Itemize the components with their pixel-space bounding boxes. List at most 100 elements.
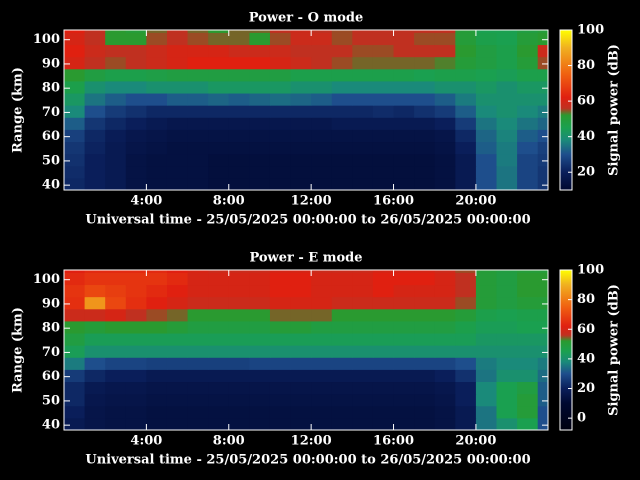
heatmap-cell: [187, 129, 209, 143]
heatmap-cell: [166, 284, 189, 298]
heatmap-cell: [537, 44, 548, 58]
heatmap-cell: [84, 320, 106, 334]
heatmap-cell: [64, 270, 86, 273]
heatmap-cell: [228, 405, 250, 419]
heatmap-cell: [146, 177, 168, 190]
heatmap-cell: [290, 165, 312, 179]
heatmap-cell: [372, 270, 395, 273]
heatmap-cell: [434, 308, 456, 322]
heatmap-cell: [475, 345, 498, 358]
heatmap-cell: [352, 141, 374, 155]
heatmap-cell: [208, 141, 230, 155]
heatmap-cell: [187, 177, 209, 190]
heatmap-cell: [537, 333, 548, 346]
heatmap-cell: [311, 93, 333, 106]
heatmap-cell: [475, 357, 498, 370]
heatmap-cell: [84, 270, 106, 273]
heatmap-cell: [105, 308, 127, 322]
heatmap-cell: [352, 32, 374, 46]
heatmap-cell: [105, 333, 127, 346]
heatmap-cell: [105, 405, 127, 419]
heatmap-cell: [269, 32, 292, 46]
heatmap-cell: [105, 320, 127, 334]
heatmap-cell: [372, 417, 395, 430]
heatmap-cell: [290, 272, 312, 286]
heatmap-cell: [269, 30, 292, 33]
heatmap-cell: [208, 93, 230, 106]
heatmap-cell: [249, 272, 271, 286]
heatmap-cell: [393, 165, 415, 179]
heatmap-cell: [84, 165, 106, 179]
heatmap-cell: [84, 381, 106, 395]
heatmap-cell: [311, 30, 333, 33]
colorbar-tick-label: 80: [577, 292, 595, 307]
heatmap-cell: [105, 44, 127, 58]
heatmap-cell: [537, 284, 548, 298]
heatmap-cell: [517, 68, 539, 82]
heatmap-cell: [352, 381, 374, 395]
heatmap-cell: [146, 165, 168, 179]
heatmap-cell: [517, 93, 539, 106]
heatmap-cell: [414, 80, 436, 94]
heatmap-cell: [290, 129, 312, 143]
heatmap-cell: [352, 417, 374, 430]
heatmap-cell: [352, 93, 374, 106]
heatmap-cell: [455, 68, 477, 82]
heatmap-cell: [496, 165, 518, 179]
heatmap-cell: [84, 32, 106, 46]
heatmap-cell: [84, 68, 106, 82]
heatmap-cell: [166, 30, 189, 33]
heatmap-cell: [228, 165, 250, 179]
heatmap-cell: [455, 129, 477, 143]
heatmap-cell: [249, 381, 271, 395]
heatmap-cell: [393, 320, 415, 334]
colorbar-tick-label: 40: [577, 129, 595, 144]
heatmap-cell: [455, 141, 477, 155]
heatmap-cell: [434, 270, 456, 273]
heatmap-cell: [331, 308, 353, 322]
heatmap-cell: [146, 405, 168, 419]
heatmap-cell: [475, 32, 498, 46]
heatmap-cell: [187, 284, 209, 298]
heatmap-cell: [414, 177, 436, 190]
heatmap-cell: [208, 417, 230, 430]
heatmap-cell: [414, 153, 436, 167]
heatmap-cell: [414, 68, 436, 82]
heatmap-cell: [125, 32, 147, 46]
heatmap-cell: [249, 153, 271, 167]
heatmap-cell: [166, 105, 189, 118]
heatmap-cell: [475, 68, 498, 82]
heatmap-cell: [208, 284, 230, 298]
heatmap-cell: [434, 333, 456, 346]
heatmap-cell: [352, 177, 374, 190]
heatmap-cell: [331, 56, 353, 70]
heatmap-cell: [496, 117, 518, 130]
heatmap-cell: [249, 333, 271, 346]
heatmap-cell: [64, 320, 86, 334]
heatmap-cell: [311, 345, 333, 358]
colorbar-tick-label: 60: [577, 322, 595, 337]
heatmap-cell: [105, 165, 127, 179]
y-tick-label: 100: [33, 272, 60, 287]
heatmap-cell: [84, 417, 106, 430]
heatmap-cell: [64, 30, 86, 33]
heatmap-cell: [228, 296, 250, 310]
heatmap-cell: [475, 93, 498, 106]
heatmap-cell: [84, 44, 106, 58]
heatmap-cell: [290, 44, 312, 58]
heatmap-cell: [475, 56, 498, 70]
heatmap-cell: [475, 165, 498, 179]
heatmap-cell: [269, 56, 292, 70]
heatmap-cell: [187, 105, 209, 118]
heatmap-cell: [269, 129, 292, 143]
heatmap-cell: [517, 393, 539, 407]
heatmap-cell: [228, 68, 250, 82]
heatmap-cell: [372, 105, 395, 118]
heatmap-cell: [455, 393, 477, 407]
heatmap-cell: [331, 417, 353, 430]
heatmap-cell: [434, 153, 456, 167]
heatmap-cell: [475, 153, 498, 167]
heatmap-cell: [84, 56, 106, 70]
heatmap-cell: [372, 357, 395, 370]
heatmap-cell: [146, 68, 168, 82]
